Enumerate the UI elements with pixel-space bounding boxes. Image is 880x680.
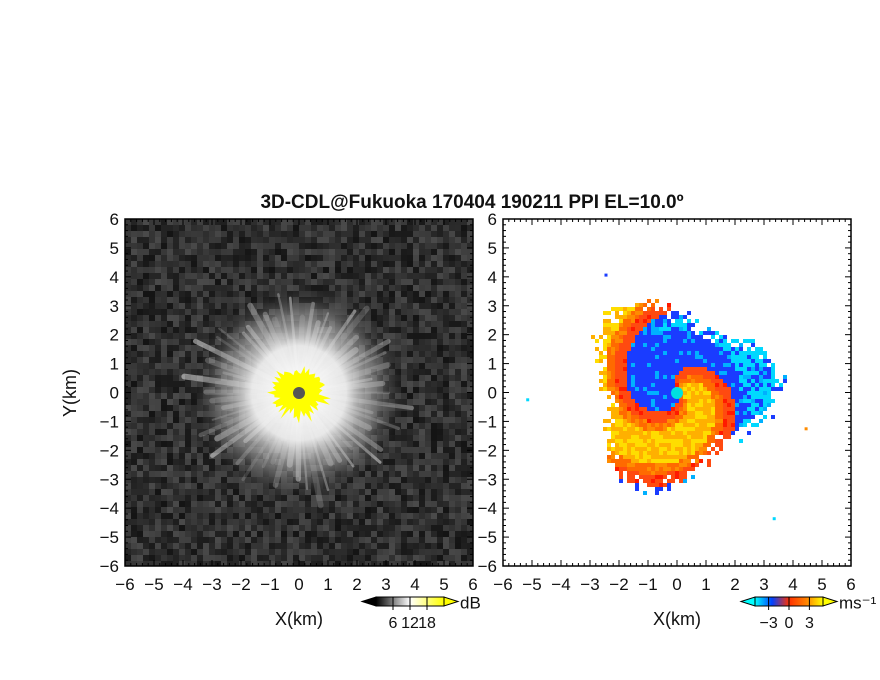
- x-tick-label: −4: [173, 575, 192, 594]
- y-tick-label: −4: [478, 499, 497, 518]
- colorbar-tick-label: 6: [389, 615, 398, 632]
- y-tick-label: 6: [110, 210, 119, 229]
- x-tick-label: 5: [439, 575, 448, 594]
- colorbar-tick-label: 3: [805, 615, 814, 632]
- x-tick-label: 2: [352, 575, 361, 594]
- x-tick-label: −3: [202, 575, 221, 594]
- x-tick-label: −5: [144, 575, 163, 594]
- y-tick-label: −6: [478, 557, 497, 576]
- y-tick-label: 0: [488, 384, 497, 403]
- x-tick-label: 1: [701, 575, 710, 594]
- y-tick-label: 6: [488, 210, 497, 229]
- colorbar-unit-label: dB: [460, 594, 481, 613]
- x-tick-label: −3: [580, 575, 599, 594]
- x-tick-label: −6: [493, 575, 512, 594]
- y-tick-label: 1: [488, 355, 497, 374]
- x-tick-label: 6: [468, 575, 477, 594]
- x-tick-label: 6: [846, 575, 855, 594]
- y-tick-label: −6: [100, 557, 119, 576]
- colorbar-tick-label: 12: [401, 615, 419, 632]
- left-center-marker: [293, 387, 305, 399]
- right-colorbar: −3 0 3 ms⁻¹: [739, 594, 877, 632]
- y-tick-label: 5: [110, 239, 119, 258]
- x-tick-label: 3: [381, 575, 390, 594]
- y-tick-label: −4: [100, 499, 119, 518]
- y-tick-label: −5: [100, 528, 119, 547]
- colorbar-high-arrow: [822, 596, 839, 607]
- y-tick-label: 5: [488, 239, 497, 258]
- left-axis-ticks: −6 −5 −4 −3 −2 −1 0 1 2 3 4 5 6 6 5 4 3 2 1 0 −1 −2 −3 −4 −5 −6: [100, 210, 478, 594]
- left-y-axis-label: Y(km): [60, 369, 80, 417]
- x-tick-label: −4: [551, 575, 570, 594]
- y-tick-label: 2: [488, 326, 497, 345]
- right-center-marker: [671, 387, 683, 399]
- x-tick-label: 0: [294, 575, 303, 594]
- colorbar-tick-label: −3: [759, 615, 777, 632]
- y-tick-label: −1: [100, 412, 119, 431]
- y-tick-label: −3: [478, 470, 497, 489]
- y-tick-label: 0: [110, 384, 119, 403]
- colorbar-unit-label: ms⁻¹: [839, 594, 877, 613]
- x-tick-label: −5: [522, 575, 541, 594]
- y-tick-label: −2: [478, 441, 497, 460]
- x-tick-label: 1: [323, 575, 332, 594]
- x-tick-label: 5: [817, 575, 826, 594]
- x-tick-label: 4: [410, 575, 419, 594]
- colorbar-low-arrow: [360, 596, 377, 607]
- colorbar-low-arrow: [739, 596, 756, 607]
- colorbar-tick-label: 18: [418, 615, 436, 632]
- right-panel: −6 −5 −4 −3 −2 −1 0 1 2 3 4 5 6 6 5 4 3 2 1 0 −1 −2 −3 −4 −5 −6 X…: [478, 210, 856, 629]
- x-tick-label: 2: [730, 575, 739, 594]
- x-tick-label: 4: [788, 575, 797, 594]
- right-axis-ticks: −6 −5 −4 −3 −2 −1 0 1 2 3 4 5 6 6 5 4 3 2 1 0 −1 −2 −3 −4 −5 −6: [478, 210, 856, 594]
- x-tick-label: −2: [609, 575, 628, 594]
- right-velocity-layer: [526, 273, 808, 521]
- colorbar-high-arrow: [443, 596, 460, 607]
- x-tick-label: 3: [759, 575, 768, 594]
- y-tick-label: −3: [100, 470, 119, 489]
- y-tick-label: 4: [488, 268, 497, 287]
- y-tick-label: 1: [110, 355, 119, 374]
- colorbar-tick-label: 0: [785, 615, 794, 632]
- y-tick-label: 3: [110, 297, 119, 316]
- figure-title: 3D-CDL@Fukuoka 170404 190211 PPI EL=10.0…: [260, 192, 683, 213]
- x-tick-label: −6: [115, 575, 134, 594]
- y-tick-label: −5: [478, 528, 497, 547]
- y-tick-label: −1: [478, 412, 497, 431]
- y-tick-label: 2: [110, 326, 119, 345]
- x-tick-label: 0: [672, 575, 681, 594]
- left-colorbar: 6 12 18 dB: [360, 594, 481, 632]
- y-tick-label: −2: [100, 441, 119, 460]
- y-tick-label: 4: [110, 268, 119, 287]
- x-tick-label: −2: [231, 575, 250, 594]
- y-tick-label: 3: [488, 297, 497, 316]
- left-x-axis-label: X(km): [275, 609, 323, 629]
- x-tick-label: −1: [638, 575, 657, 594]
- right-x-axis-label: X(km): [653, 609, 701, 629]
- x-tick-label: −1: [260, 575, 279, 594]
